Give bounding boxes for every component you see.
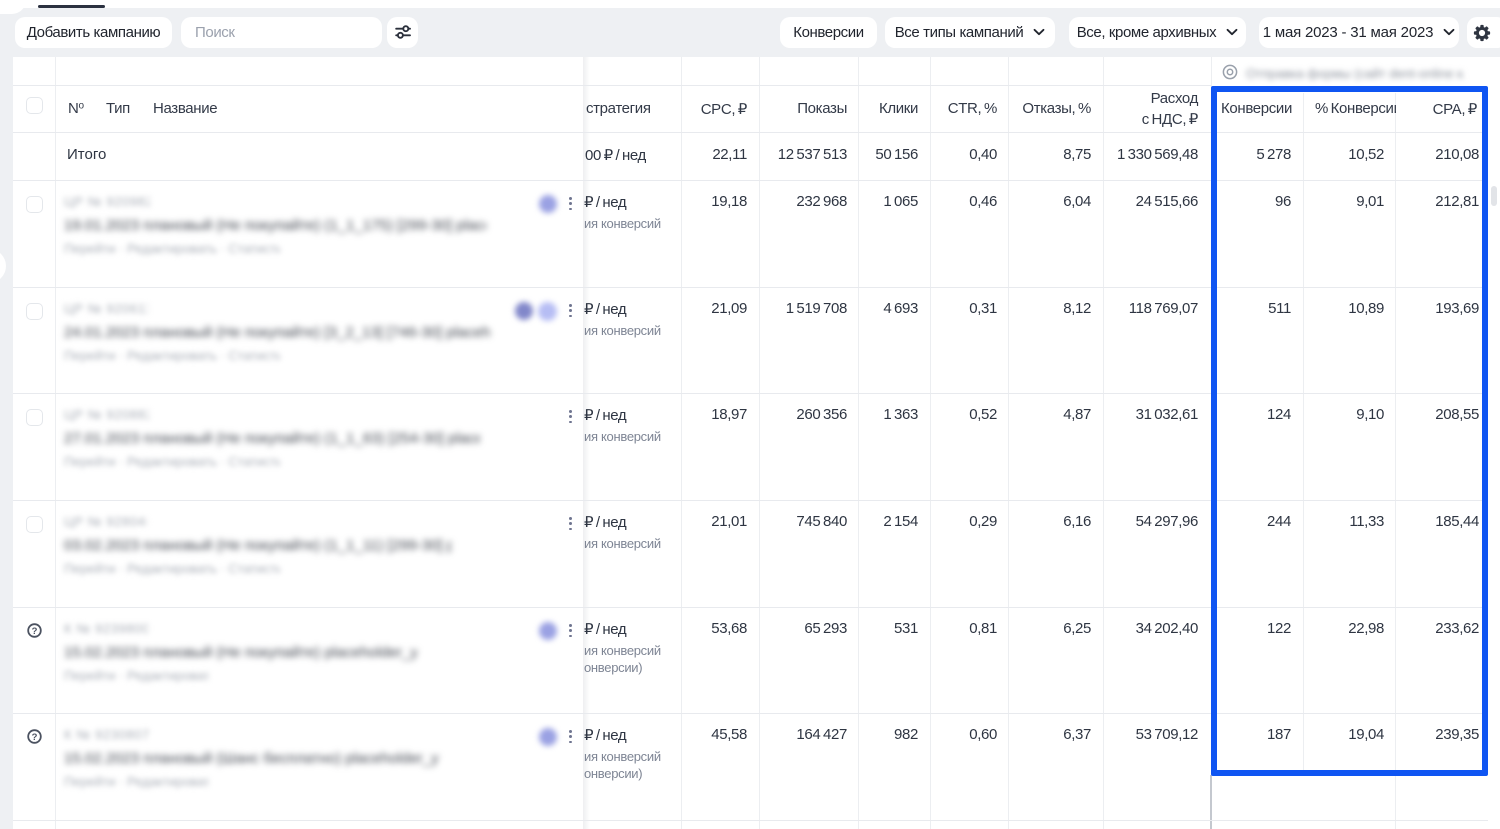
svg-text:?: ? <box>32 732 38 743</box>
svg-text:?: ? <box>32 626 38 637</box>
